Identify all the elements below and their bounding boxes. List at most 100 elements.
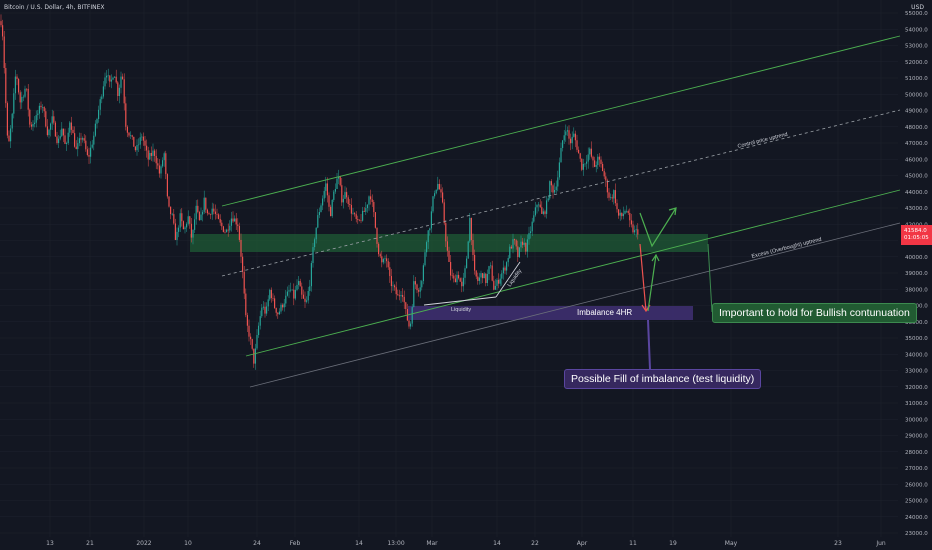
candle-bearish <box>3 36 5 69</box>
candle-bullish <box>336 178 338 189</box>
price-tick-label: 26000.0 <box>905 482 928 488</box>
candle-bullish <box>430 211 432 229</box>
candle-bearish <box>574 133 576 141</box>
time-tick-label: Apr <box>577 540 588 547</box>
candle-bearish <box>602 164 604 172</box>
candle-bullish <box>536 204 538 208</box>
projection-arrow-up-head <box>668 207 677 216</box>
liquidity-line <box>423 296 497 306</box>
candle-bearish <box>275 307 277 313</box>
time-tick-label: 22 <box>531 540 539 547</box>
candle-bearish <box>123 79 125 104</box>
price-tick-label: 46000.0 <box>905 157 928 163</box>
candle-bullish <box>184 227 186 230</box>
candle-bullish <box>478 277 480 281</box>
imbalance-zone <box>408 306 693 320</box>
candle-bullish <box>10 128 12 142</box>
candle-bullish <box>520 241 522 248</box>
candle-bullish <box>469 217 471 242</box>
price-tick-label: 44000.0 <box>905 190 928 196</box>
candle-bearish <box>83 138 85 141</box>
candle-bullish <box>384 258 386 260</box>
time-tick-label: 13 <box>46 540 54 547</box>
candle-bullish <box>427 230 429 243</box>
candle-bullish <box>392 285 394 287</box>
price-tick-label: 47000.0 <box>905 141 928 147</box>
candle-bearish <box>629 213 631 221</box>
candle-bullish <box>413 281 415 308</box>
price-tick-label: 45000.0 <box>905 174 928 180</box>
candle-bearish <box>491 265 493 281</box>
candle-bearish <box>370 196 372 200</box>
candle-bullish <box>162 160 164 167</box>
time-axis[interactable]: 13 21 2022 10 24 Feb 14 13:00 Mar 14 22 Apr 11 19 May 2… <box>46 540 886 547</box>
candle-bearish <box>381 256 383 263</box>
candle-bearish <box>88 154 90 157</box>
candle-bullish <box>589 148 591 155</box>
candle-bullish <box>104 77 106 87</box>
candle-bearish <box>339 176 341 186</box>
candle-bearish <box>579 153 581 159</box>
candle-bullish <box>149 152 151 160</box>
liquidity-diagonal-line <box>495 261 521 298</box>
candle-bearish <box>552 185 554 193</box>
candle-bearish <box>134 146 136 151</box>
channel-lower-line <box>245 189 901 357</box>
time-tick-label: 2022 <box>136 540 151 547</box>
candle-bullish <box>422 265 424 282</box>
candle-bearish <box>515 240 517 247</box>
candle-bullish <box>234 218 236 222</box>
candle-bullish <box>288 290 290 292</box>
candle-bullish <box>136 144 138 151</box>
candle-bullish <box>179 213 181 228</box>
candle-bearish <box>62 128 64 136</box>
candle-bearish <box>445 223 447 242</box>
candle-bearish <box>405 302 407 310</box>
candle-bearish <box>117 82 119 97</box>
candle-bullish <box>325 183 327 191</box>
candle-bearish <box>301 286 303 295</box>
price-tick-label: 55000.0 <box>905 11 928 17</box>
candle-bullish <box>112 77 114 80</box>
candle-bearish <box>398 295 400 297</box>
candle-bullish <box>400 295 402 297</box>
candle-bullish <box>547 198 549 201</box>
candle-bullish <box>331 199 333 217</box>
candle-bearish <box>270 289 272 299</box>
candle-bullish <box>483 273 485 279</box>
candle-bearish <box>621 212 623 217</box>
candle-bearish <box>630 220 632 225</box>
candle-bullish <box>333 191 335 200</box>
candle-bearish <box>299 281 301 287</box>
candle-bullish <box>366 204 368 209</box>
candle-bearish <box>142 136 144 141</box>
candle-bearish <box>498 279 500 284</box>
price-tick-label: 50000.0 <box>905 92 928 98</box>
candle-bearish <box>578 149 580 154</box>
candle-bullish <box>59 136 61 139</box>
candle-bullish <box>32 124 34 127</box>
last-price-tag: 41584.0 01:05:05 <box>901 225 932 245</box>
candle-bearish <box>614 190 616 204</box>
candle-bearish <box>376 227 378 244</box>
candle-bearish <box>240 239 242 257</box>
candle-bullish <box>432 196 434 212</box>
candle-bearish <box>131 135 133 137</box>
candle-bearish <box>568 130 570 139</box>
candle-bullish <box>51 116 53 124</box>
candle-bullish <box>152 150 154 156</box>
candle-bullish <box>595 165 597 167</box>
candle-bearish <box>64 135 66 144</box>
price-axis[interactable]: 55000.0 54000.0 53000.0 52000.0 51000.0 50000… <box>905 11 928 537</box>
candle-bearish <box>522 241 524 245</box>
candle-bearish <box>243 271 245 294</box>
candle-bullish <box>490 265 492 267</box>
candle-bullish <box>573 133 575 137</box>
candle-bearish <box>570 138 572 144</box>
candle-bearish <box>182 221 184 230</box>
candle-bullish <box>280 304 282 312</box>
price-tick-label: 32000.0 <box>905 385 928 391</box>
candle-bullish <box>106 75 108 78</box>
candle-bullish <box>35 115 37 123</box>
